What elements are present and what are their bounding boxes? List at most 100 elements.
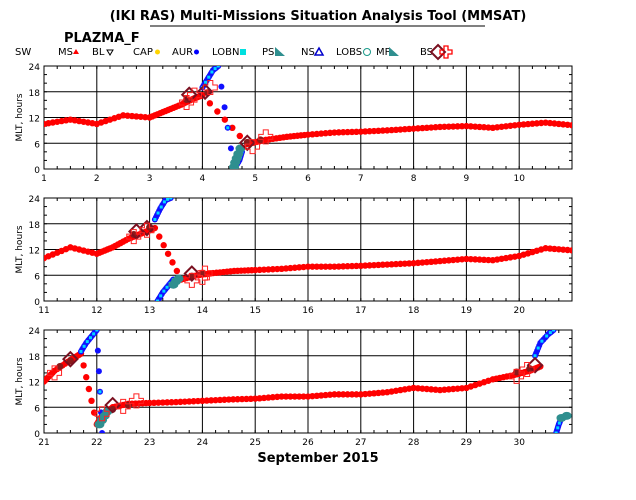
sw-point xyxy=(156,233,163,240)
y-axis-label: MLT, hours xyxy=(15,225,25,273)
legend: SW MS BL CAP AUR LOBN PS NS LOBS MP BS xyxy=(15,43,453,61)
cross-point xyxy=(258,129,274,145)
y-tick-label: 24 xyxy=(29,63,41,73)
sw-point xyxy=(291,393,298,400)
cross-point xyxy=(194,269,210,285)
sw-point xyxy=(164,250,172,257)
x-tick-label: 21 xyxy=(38,438,49,448)
x-tick-label: 8 xyxy=(411,174,417,184)
ms-icon xyxy=(73,49,79,54)
lobn-point xyxy=(88,336,92,340)
lobn-point xyxy=(165,285,169,289)
bs-point xyxy=(138,219,156,237)
y-tick-label: 18 xyxy=(29,353,41,363)
sw-point xyxy=(348,391,356,398)
sw-point xyxy=(309,263,316,270)
legend-item-lobs: LOBS xyxy=(336,47,371,58)
lobn-point xyxy=(159,205,163,209)
x-tick-label: 27 xyxy=(355,438,366,448)
legend-label: CAP xyxy=(133,47,153,58)
x-tick-label: 4 xyxy=(200,174,206,184)
ps-point xyxy=(561,411,572,420)
sw-point xyxy=(88,397,95,405)
sw-point xyxy=(236,132,243,140)
x-tick-label: 13 xyxy=(144,306,155,316)
legend-item-mp: MP xyxy=(376,47,399,58)
legend-label: BS xyxy=(420,47,433,58)
lobn-point xyxy=(79,349,83,353)
x-tick-label: 17 xyxy=(355,306,366,316)
sw-point xyxy=(278,393,285,400)
lobn-point xyxy=(156,299,160,301)
bs-point xyxy=(183,265,201,282)
lobn-point xyxy=(95,330,99,332)
sw-point xyxy=(344,391,351,398)
cross-point xyxy=(94,406,110,422)
y-tick-label: 24 xyxy=(29,195,41,205)
cross-icon xyxy=(439,45,453,59)
y-tick-label: 12 xyxy=(29,115,40,125)
x-tick-label: 1 xyxy=(41,174,47,184)
y-tick-label: 0 xyxy=(34,298,40,308)
lobn-point xyxy=(540,339,544,343)
legend-item-sw: SW xyxy=(15,47,31,58)
sw-point xyxy=(296,393,303,400)
lobn-point xyxy=(162,289,166,293)
x-tick-label: 7 xyxy=(358,174,364,184)
x-tick-label: 6 xyxy=(305,174,311,184)
legend-item-lobn: LOBN xyxy=(212,47,246,58)
lobn-point xyxy=(159,294,163,298)
lobn-point xyxy=(533,354,537,358)
ms-point xyxy=(513,368,521,376)
lobn-point xyxy=(162,200,166,204)
y-tick-label: 18 xyxy=(29,221,41,231)
lobn-point xyxy=(207,75,211,79)
x-tick-label: 29 xyxy=(461,438,473,448)
cross-point xyxy=(184,272,200,288)
data-layer xyxy=(44,66,572,169)
x-tick-label: 9 xyxy=(464,174,470,184)
y-tick-label: 18 xyxy=(29,89,41,99)
legend-label: LOBS xyxy=(336,47,362,58)
cross-point xyxy=(179,94,195,110)
x-tick-label: 10 xyxy=(513,174,525,184)
x-tick-label: 22 xyxy=(91,438,102,448)
data-layer xyxy=(44,198,572,301)
sw-point xyxy=(160,242,167,249)
y-tick-label: 12 xyxy=(29,247,40,257)
cross-point xyxy=(509,368,525,384)
sw-point xyxy=(331,391,338,398)
x-tick-label: 3 xyxy=(147,174,153,184)
lobn-point xyxy=(545,334,549,338)
lobn-point xyxy=(557,421,561,425)
x-tick-label: 28 xyxy=(408,438,420,448)
satellite-name: PLAZMA_F xyxy=(64,31,140,46)
sw-point xyxy=(85,385,93,393)
sw-point xyxy=(300,393,307,400)
sw-point xyxy=(568,122,572,129)
lobn-point xyxy=(552,330,556,332)
sw-point xyxy=(214,108,221,115)
legend-label: AUR xyxy=(172,47,193,58)
lobn-point xyxy=(166,198,170,201)
panel-2: 0 6 12 18 24 11 12 13 14 15 16 17 18 19 20 MLT, hours xyxy=(15,195,573,316)
sw-point xyxy=(169,259,176,266)
cross-point xyxy=(139,222,155,238)
sw-point xyxy=(221,116,229,123)
sw-point xyxy=(340,391,347,398)
y-tick-label: 6 xyxy=(34,140,40,150)
cross-point xyxy=(245,139,261,155)
lobn-point xyxy=(554,431,558,433)
x-tick-label: 16 xyxy=(302,306,314,316)
lobn-point xyxy=(85,340,89,344)
ns-icon xyxy=(313,46,325,56)
lobn-point xyxy=(169,198,173,200)
x-tick-label: 15 xyxy=(249,306,260,316)
sw-point xyxy=(318,263,325,270)
x-tick-label: 19 xyxy=(461,306,473,316)
lobn-point xyxy=(216,66,220,68)
lobn-point xyxy=(92,332,96,336)
y-tick-label: 6 xyxy=(34,404,40,414)
x-axis-label: September 2015 xyxy=(257,451,378,466)
